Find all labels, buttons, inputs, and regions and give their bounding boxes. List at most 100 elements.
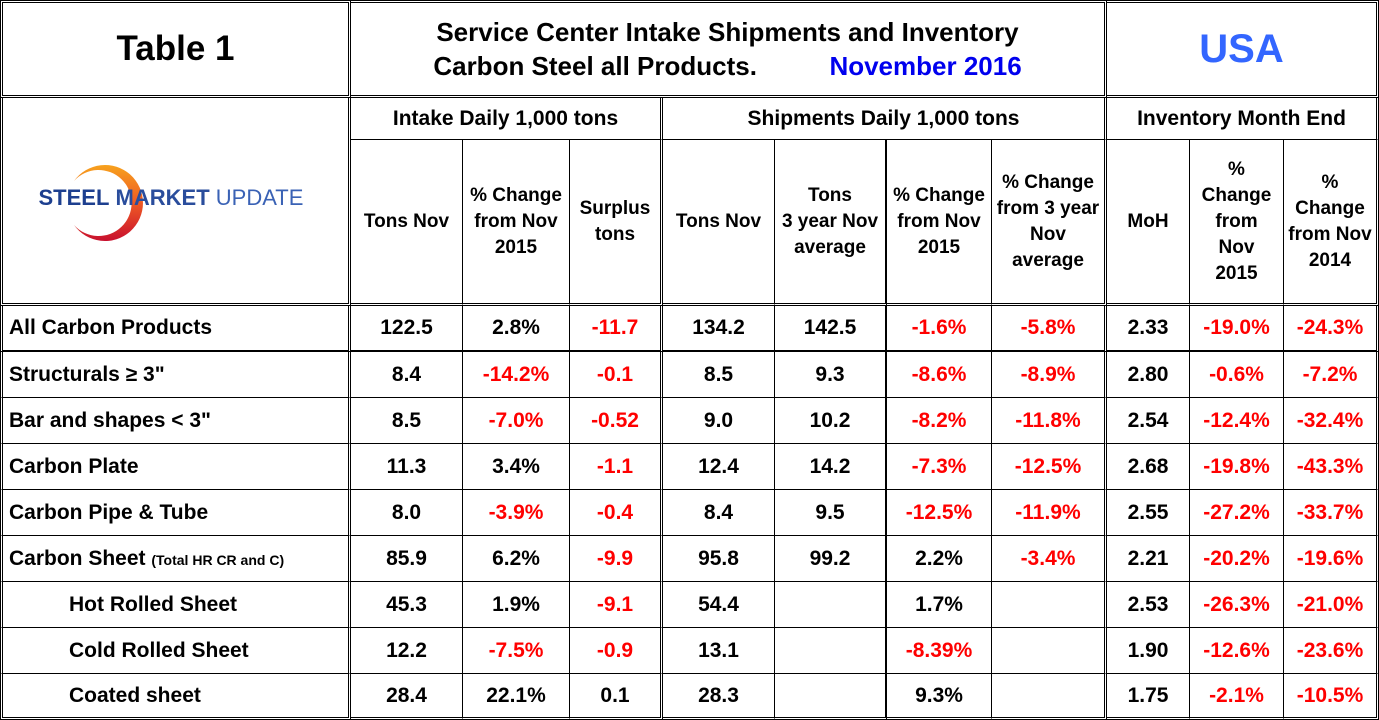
column-header-line: Nov [1218,236,1255,258]
row-label-text: Carbon Pipe & Tube [9,500,209,524]
table-cell: -7.5% [463,628,570,674]
row-label: Cold Rolled Sheet [0,628,351,674]
table-cell: -7.2% [1284,352,1379,398]
report-title: Service Center Intake Shipments and Inve… [351,0,1107,98]
table-cell: -11.8% [992,398,1107,444]
table-cell: -43.3% [1284,444,1379,490]
table-cell: -8.2% [887,398,992,444]
region-label: USA [1107,0,1379,98]
table-cell: 2.54 [1107,398,1190,444]
table-cell [775,582,887,628]
column-header: % Change from Nov 2014 [1284,140,1379,306]
row-label-text: Carbon Plate [9,454,139,478]
table-cell: -0.52 [570,398,663,444]
table-cell: -7.3% [887,444,992,490]
table-cell: -24.3% [1284,306,1379,352]
logo-word-update: UPDATE [215,185,304,210]
table-cell: 2.33 [1107,306,1190,352]
row-label-text: Structurals ≥ 3" [9,362,165,386]
column-header-line: from Nov [1288,223,1372,245]
table-cell: 8.5 [351,398,463,444]
table-cell: 22.1% [463,674,570,720]
table-cell: 28.3 [663,674,775,720]
table-cell: 9.5 [775,490,887,536]
row-label-text: Carbon Sheet [9,546,146,570]
table-cell: -0.9 [570,628,663,674]
column-header-line: Surplus [579,197,651,219]
column-header: Tons Nov [351,140,463,306]
table-cell: 9.3 [775,352,887,398]
row-label: Carbon Plate [0,444,351,490]
table-cell: -1.6% [887,306,992,352]
table-cell: -11.7 [570,306,663,352]
column-header: % Change from Nov 2015 [1190,140,1284,306]
column-header-line: % Change [470,184,562,206]
column-header-line: average [1012,249,1084,271]
table-cell: 6.2% [463,536,570,582]
table-cell: 99.2 [775,536,887,582]
column-header-line: % [1228,158,1245,180]
table-cell: -5.8% [992,306,1107,352]
title-line-1: Service Center Intake Shipments and Inve… [436,17,1019,47]
table-row: All Carbon Products 122.5 2.8% -11.7 134.2 14… [0,306,1379,352]
table-cell: 8.4 [351,352,463,398]
column-header-line: 2015 [494,236,538,258]
column-header-line: Change [1295,197,1365,219]
column-header-line: % Change [1002,171,1094,193]
title-line-2: Carbon Steel all Products. November 2016 [351,49,1104,83]
table-cell: -12.4% [1190,398,1284,444]
group-header-shipments: Shipments Daily 1,000 tons [663,98,1107,140]
column-header-line: 2014 [1308,249,1352,271]
table-cell: 2.21 [1107,536,1190,582]
row-label-text: Coated sheet [69,683,201,707]
table-cell: 8.5 [663,352,775,398]
table-cell: 28.4 [351,674,463,720]
table-row: Hot Rolled Sheet 45.3 1.9% -9.1 54.4 1.7% 2.53… [0,582,1379,628]
logo-cell: STEEL MARKET UPDATE [0,98,351,306]
table-cell: -9.1 [570,582,663,628]
table-cell: 9.0 [663,398,775,444]
title-subtitle: Carbon Steel all Products. [433,51,757,81]
row-label-text: Cold Rolled Sheet [69,638,249,662]
row-label: Carbon Sheet (Total HR CR and C) [0,536,351,582]
table-cell: -8.9% [992,352,1107,398]
table-cell: 142.5 [775,306,887,352]
row-label: Carbon Pipe & Tube [0,490,351,536]
table-cell: -12.5% [887,490,992,536]
column-header-line: % Change [893,184,985,206]
table-cell: 12.4 [663,444,775,490]
row-label-text: All Carbon Products [9,316,213,339]
column-header: Tons Nov [663,140,775,306]
table-cell: -7.0% [463,398,570,444]
table-cell: 2.8% [463,306,570,352]
table-cell [992,582,1107,628]
table-cell: 12.2 [351,628,463,674]
table-cell: 3.4% [463,444,570,490]
table-cell: -8.6% [887,352,992,398]
table-cell: 8.0 [351,490,463,536]
column-header-line: Nov [1030,223,1066,245]
table-cell: 1.90 [1107,628,1190,674]
table-cell: 2.55 [1107,490,1190,536]
logo-word-market: MARKET [115,185,210,210]
table-row: Coated sheet 28.4 22.1% 0.1 28.3 9.3% 1.75 -2.1… [0,674,1379,720]
table-cell: 2.53 [1107,582,1190,628]
table-cell: -0.4 [570,490,663,536]
table-cell [992,674,1107,720]
table-cell [992,628,1107,674]
table-cell: 2.2% [887,536,992,582]
column-header-line: Tons [808,184,852,206]
table-cell: 8.4 [663,490,775,536]
logo-arc-icon [73,165,143,241]
column-header-line: average [794,236,866,258]
table-cell [775,628,887,674]
row-label: All Carbon Products [0,306,351,352]
table-cell: -19.6% [1284,536,1379,582]
column-header-line: 2015 [1215,262,1258,284]
table-cell: 95.8 [663,536,775,582]
table-cell: 1.75 [1107,674,1190,720]
table-cell: -0.1 [570,352,663,398]
row-label-text: Hot Rolled Sheet [69,592,238,616]
table-cell: 1.9% [463,582,570,628]
